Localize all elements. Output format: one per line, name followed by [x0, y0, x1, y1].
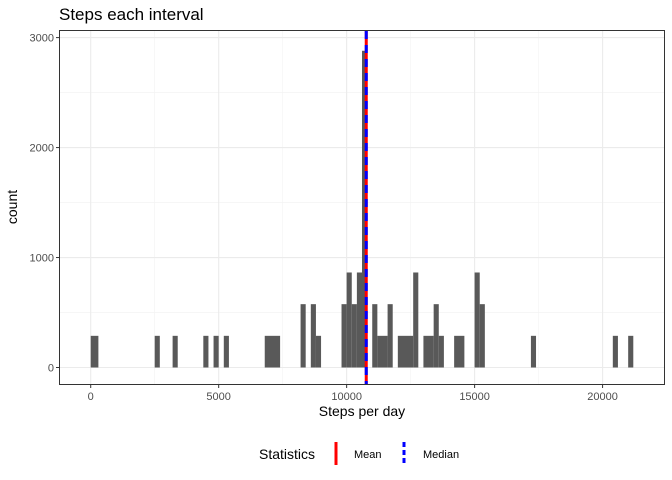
x-axis-title: Steps per day	[319, 403, 405, 419]
legend: Statistics Mean Median	[259, 442, 459, 465]
x-tick-label: 5000	[206, 391, 230, 403]
histogram-bars	[90, 50, 634, 368]
histogram-bar	[530, 335, 537, 368]
legend-label-median: Median	[423, 449, 459, 461]
legend-title: Statistics	[259, 446, 315, 462]
y-axis-title: count	[4, 190, 20, 224]
y-tick-label: 3000	[30, 33, 54, 45]
y-tick-label: 1000	[30, 253, 54, 265]
legend-item-median: Median	[402, 442, 459, 465]
histogram-bar	[362, 50, 368, 368]
y-tick-label: 0	[48, 363, 54, 375]
histogram-bar	[90, 335, 99, 368]
histogram-bar	[203, 335, 209, 368]
histogram-bar	[433, 304, 439, 368]
legend-item-mean: Mean	[334, 442, 382, 465]
histogram-bar	[341, 304, 347, 368]
x-axis-ticks: 0 5000 10000 15000 20000	[88, 385, 618, 403]
histogram-bar	[628, 335, 634, 368]
histogram-bar	[413, 272, 419, 368]
histogram-bar	[264, 335, 281, 368]
histogram-bar	[479, 304, 485, 368]
histogram-bar	[300, 304, 306, 368]
histogram-bar	[612, 335, 618, 368]
legend-label-mean: Mean	[354, 449, 382, 461]
histogram-bar	[346, 272, 352, 368]
y-tick-label: 2000	[30, 143, 54, 155]
histogram-bar	[223, 335, 229, 368]
histogram-bar	[438, 335, 444, 368]
plot-panel-border	[59, 30, 665, 385]
histogram-bar	[310, 304, 316, 368]
y-axis-ticks: 0 1000 2000 3000	[30, 33, 59, 375]
histogram-bar	[372, 304, 378, 368]
chart-title: Steps each interval	[59, 5, 204, 24]
histogram-bar	[377, 335, 388, 368]
histogram-bar	[172, 335, 178, 368]
x-tick-label: 0	[88, 391, 94, 403]
x-tick-label: 20000	[587, 391, 618, 403]
x-tick-label: 10000	[331, 391, 362, 403]
histogram-bar	[213, 335, 219, 368]
histogram-bar	[454, 335, 465, 368]
histogram-bar	[397, 335, 414, 368]
histogram-bar	[474, 272, 480, 368]
x-tick-label: 15000	[459, 391, 490, 403]
histogram-bar	[356, 272, 362, 368]
histogram-bar	[351, 304, 357, 368]
histogram-bar	[387, 304, 393, 368]
histogram-bar	[315, 335, 322, 368]
histogram-bar	[154, 335, 160, 368]
histogram-bar	[423, 335, 434, 368]
